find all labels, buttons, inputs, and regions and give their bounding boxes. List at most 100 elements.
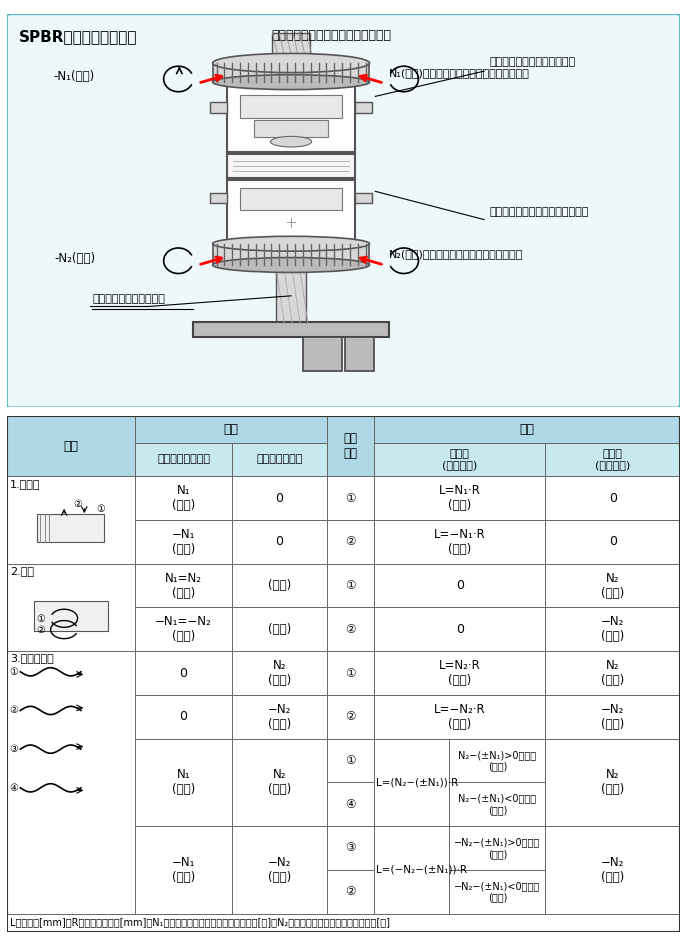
Text: −N₂
(逆転): −N₂ (逆転) [601, 703, 624, 731]
Bar [327, 782, 374, 826]
Text: N₂(正転)：スプライン外筒のプーリ回転量: N₂(正転)：スプライン外筒のプーリ回転量 [389, 249, 523, 260]
Bar [7, 651, 135, 914]
Bar [374, 826, 545, 914]
Text: L=−N₁·R
(下へ): L=−N₁·R (下へ) [433, 528, 486, 556]
Bar [135, 608, 232, 651]
Bar [327, 564, 374, 608]
Text: ①: ① [345, 666, 355, 679]
Bar [7, 564, 135, 651]
Text: 1.上・下: 1.上・下 [10, 479, 41, 488]
Text: −N₂−(±N₁)>0の場合
(下へ): −N₂−(±N₁)>0の場合 (下へ) [454, 837, 541, 859]
Bar [374, 739, 545, 826]
Bar [327, 739, 374, 782]
Text: ②: ② [345, 623, 355, 636]
Bar [232, 520, 327, 564]
Bar [273, 33, 310, 63]
Bar [545, 476, 680, 520]
Bar [545, 520, 680, 564]
Text: −N₂
(逆転): −N₂ (逆転) [268, 855, 291, 884]
Bar [374, 442, 545, 476]
Bar [7, 416, 135, 476]
Bar [354, 193, 372, 203]
Bar [232, 442, 327, 476]
Text: 0: 0 [609, 491, 617, 504]
Text: N₂
(正転): N₂ (正転) [601, 769, 624, 796]
Ellipse shape [213, 236, 370, 251]
Bar [193, 323, 389, 337]
Bar [232, 608, 327, 651]
Text: N₂
(正転): N₂ (正転) [268, 659, 291, 687]
Text: L=N₁·R
(上へ): L=N₁·R (上へ) [439, 484, 481, 512]
Text: 2.回転: 2.回転 [10, 566, 34, 576]
Text: L=(N₂−(±N₁))·R: L=(N₂−(±N₁))·R [376, 777, 458, 788]
Text: 0: 0 [455, 579, 464, 592]
Bar [254, 120, 328, 137]
Text: 0: 0 [179, 666, 188, 679]
Bar [327, 476, 374, 520]
Text: N₁
(正転): N₁ (正転) [172, 769, 195, 796]
Text: 動き: 動き [63, 439, 78, 453]
Text: N₁=N₂
(正転): N₁=N₂ (正転) [165, 571, 202, 599]
Bar [374, 476, 545, 520]
Ellipse shape [213, 258, 370, 273]
Text: ②: ② [36, 625, 45, 634]
Bar [303, 337, 342, 372]
Bar [135, 739, 232, 826]
Text: ①: ① [97, 504, 106, 515]
Bar [374, 694, 545, 739]
Text: N₁(正転)：ボールねじナットのプーリ回転量: N₁(正転)：ボールねじナットのプーリ回転量 [389, 68, 530, 77]
Text: ①: ① [345, 754, 355, 767]
Bar [135, 826, 232, 914]
Text: 入力: 入力 [223, 423, 238, 436]
Text: −N₂
(逆転): −N₂ (逆転) [601, 615, 624, 644]
Bar [240, 95, 342, 119]
Bar [232, 739, 327, 826]
Text: SPBR形作動パターン図: SPBR形作動パターン図 [19, 29, 137, 44]
Bar [240, 188, 342, 210]
Text: 動作
方向: 動作 方向 [344, 432, 357, 460]
Text: 0: 0 [455, 623, 464, 636]
Text: −N₁=−N₂
(逆転): −N₁=−N₂ (逆転) [155, 615, 212, 644]
Text: ④: ④ [345, 798, 355, 811]
Text: N₂−(±N₁)>0の場合
(下へ): N₂−(±N₁)>0の場合 (下へ) [458, 750, 537, 772]
Bar [135, 694, 232, 739]
Text: ①: ① [345, 579, 355, 592]
Text: ④: ④ [9, 783, 18, 793]
Ellipse shape [213, 54, 370, 72]
Text: ロータリーボールねじナット: ロータリーボールねじナット [489, 57, 575, 67]
Text: 出力: 出力 [519, 423, 534, 436]
Text: L=N₂·R
(下へ): L=N₂·R (下へ) [439, 659, 480, 687]
Text: ボールねじスプライン軸: ボールねじスプライン軸 [92, 295, 165, 304]
Text: 0: 0 [275, 491, 284, 504]
Bar [37, 514, 104, 542]
Bar [374, 651, 545, 694]
Bar [135, 416, 327, 442]
Text: L=−N₂·R
(上へ): L=−N₂·R (上へ) [433, 703, 486, 731]
Bar [135, 520, 232, 564]
Bar [135, 476, 232, 520]
Bar [545, 826, 680, 914]
Bar [7, 476, 135, 564]
Text: N₂
(正転): N₂ (正転) [601, 659, 624, 687]
Bar [327, 694, 374, 739]
Text: L：移動量[mm]　R：ねじ軸リード[mm]　N₁：ボールねじナットのプーリ回転量[周]　N₂：スプライン外筒のプーリ回転量[周]: L：移動量[mm] R：ねじ軸リード[mm] N₁：ボールねじナットのプーリ回転… [10, 917, 390, 928]
Bar [374, 520, 545, 564]
Text: ②: ② [345, 710, 355, 724]
Text: −N₂
(逆転): −N₂ (逆転) [268, 703, 291, 731]
Bar [374, 608, 545, 651]
Bar [354, 103, 372, 113]
Text: ロータリーボールスプライン外筒: ロータリーボールスプライン外筒 [489, 207, 588, 217]
Text: −N₁
(逆転): −N₁ (逆転) [172, 528, 195, 556]
Text: 0: 0 [179, 710, 188, 724]
Bar [545, 442, 680, 476]
Bar [227, 180, 354, 242]
Bar [135, 651, 232, 694]
FancyBboxPatch shape [7, 14, 680, 407]
Text: ①: ① [36, 614, 45, 624]
Bar [545, 694, 680, 739]
Text: ②: ② [74, 500, 82, 509]
Bar [135, 564, 232, 608]
Text: L=(−N₂−(±N₁))·R: L=(−N₂−(±N₁))·R [376, 865, 466, 875]
Bar [327, 416, 374, 476]
Bar [227, 87, 354, 152]
